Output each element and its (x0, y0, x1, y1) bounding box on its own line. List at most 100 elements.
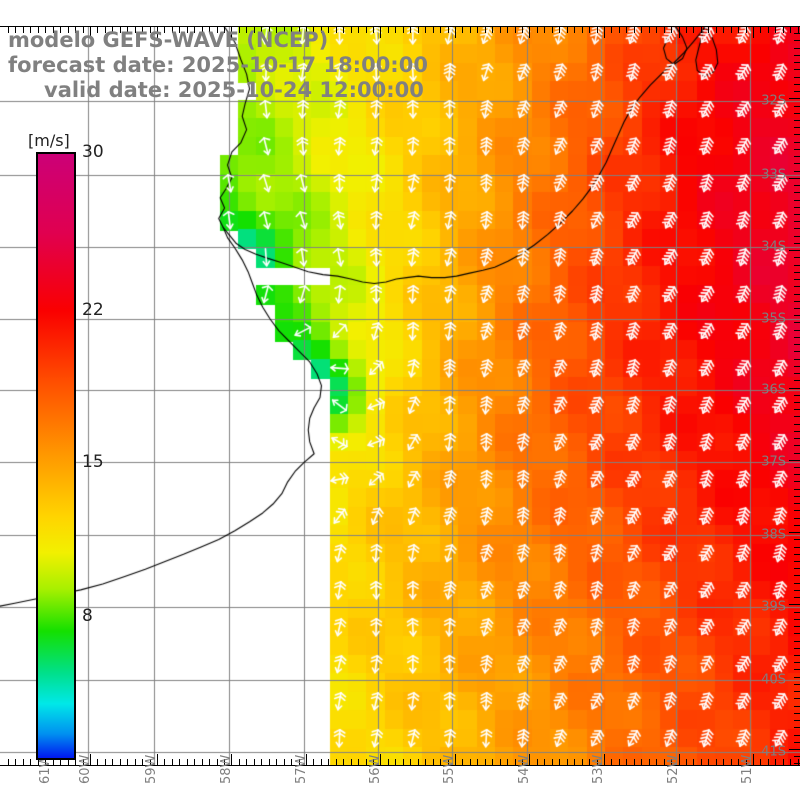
axis-tick (112, 27, 113, 33)
axis-tick (794, 424, 800, 425)
axis-tick (794, 395, 800, 396)
axis-tick (731, 759, 732, 765)
map-plot-area[interactable] (0, 26, 800, 766)
axis-tick (798, 759, 799, 765)
axis-tick (664, 27, 665, 33)
axis-tick (343, 27, 344, 33)
axis-tick (45, 759, 46, 765)
axis-tick (276, 759, 277, 765)
axis-tick (794, 698, 800, 699)
axis-tick (794, 337, 800, 338)
axis-tick (142, 27, 143, 33)
lat-label-36S: 36S (761, 382, 786, 398)
axis-tick (794, 330, 800, 331)
axis-tick (150, 759, 151, 765)
axis-tick (794, 265, 800, 266)
axis-tick (328, 759, 329, 765)
axis-tick (794, 163, 800, 164)
axis-tick (794, 684, 800, 685)
axis-tick (462, 759, 463, 765)
lat-label-33S: 33S (761, 167, 786, 183)
axis-tick (760, 759, 761, 765)
wind-direction-barbs (0, 26, 800, 766)
axis-tick (794, 706, 800, 707)
axis-tick (649, 27, 650, 33)
axis-tick (723, 759, 724, 765)
axis-tick (794, 626, 800, 627)
axis-tick (794, 633, 800, 634)
axis-tick (470, 27, 471, 33)
axis-tick (515, 27, 516, 33)
axis-tick (231, 754, 232, 765)
axis-tick (373, 759, 374, 765)
axis-tick (433, 27, 434, 33)
axis-tick (60, 27, 61, 33)
axis-tick (485, 27, 486, 33)
axis-tick (783, 27, 784, 33)
axis-tick (794, 308, 800, 309)
axis-tick (366, 27, 367, 33)
lat-label-41S: 41S (761, 744, 786, 760)
lon-label-60W: 60W (78, 754, 93, 784)
axis-tick (753, 754, 754, 765)
axis-tick (794, 48, 800, 49)
axis-tick (794, 518, 800, 519)
axis-tick (574, 759, 575, 765)
axis-tick (254, 27, 255, 33)
axis-tick (97, 27, 98, 33)
axis-tick (789, 532, 800, 533)
axis-tick (794, 445, 800, 446)
axis-tick (693, 27, 694, 33)
axis-tick (313, 27, 314, 33)
colorbar[interactable] (36, 152, 76, 760)
axis-tick (656, 27, 657, 33)
axis-tick (794, 402, 800, 403)
axis-tick (794, 33, 800, 34)
lon-label-53W: 53W (591, 754, 606, 784)
axis-tick (15, 759, 16, 765)
axis-tick (254, 759, 255, 765)
axis-tick (23, 759, 24, 765)
axis-tick (753, 27, 754, 38)
axis-tick (150, 27, 151, 33)
axis-tick (708, 27, 709, 33)
axis-tick (794, 294, 800, 295)
axis-tick (794, 438, 800, 439)
axis-tick (358, 759, 359, 765)
axis-tick (373, 27, 374, 33)
axis-tick (164, 27, 165, 33)
axis-tick (306, 27, 307, 38)
axis-tick (794, 120, 800, 121)
axis-tick (656, 759, 657, 765)
axis-tick (775, 27, 776, 33)
axis-tick (299, 759, 300, 765)
axis-tick (794, 127, 800, 128)
axis-tick (321, 759, 322, 765)
axis-tick (686, 27, 687, 33)
axis-tick (172, 27, 173, 33)
axis-tick (794, 496, 800, 497)
axis-tick (209, 27, 210, 33)
lon-label-52W: 52W (666, 754, 681, 784)
axis-tick (783, 759, 784, 765)
axis-tick (269, 27, 270, 33)
axis-tick (187, 759, 188, 765)
axis-tick (794, 655, 800, 656)
lat-label-35S: 35S (761, 311, 786, 327)
axis-tick (559, 759, 560, 765)
axis-tick (127, 27, 128, 33)
axis-tick (83, 27, 84, 33)
axis-tick (789, 749, 800, 750)
axis-tick (75, 759, 76, 765)
axis-tick (477, 759, 478, 765)
axis-tick (351, 759, 352, 765)
axis-tick (157, 27, 158, 38)
axis-tick (75, 27, 76, 33)
colorbar-tick-30: 30 (82, 142, 104, 162)
axis-tick (794, 192, 800, 193)
lon-label-56W: 56W (368, 754, 383, 784)
axis-tick (794, 648, 800, 649)
axis-tick (768, 759, 769, 765)
axis-tick (664, 759, 665, 765)
axis-tick (794, 489, 800, 490)
